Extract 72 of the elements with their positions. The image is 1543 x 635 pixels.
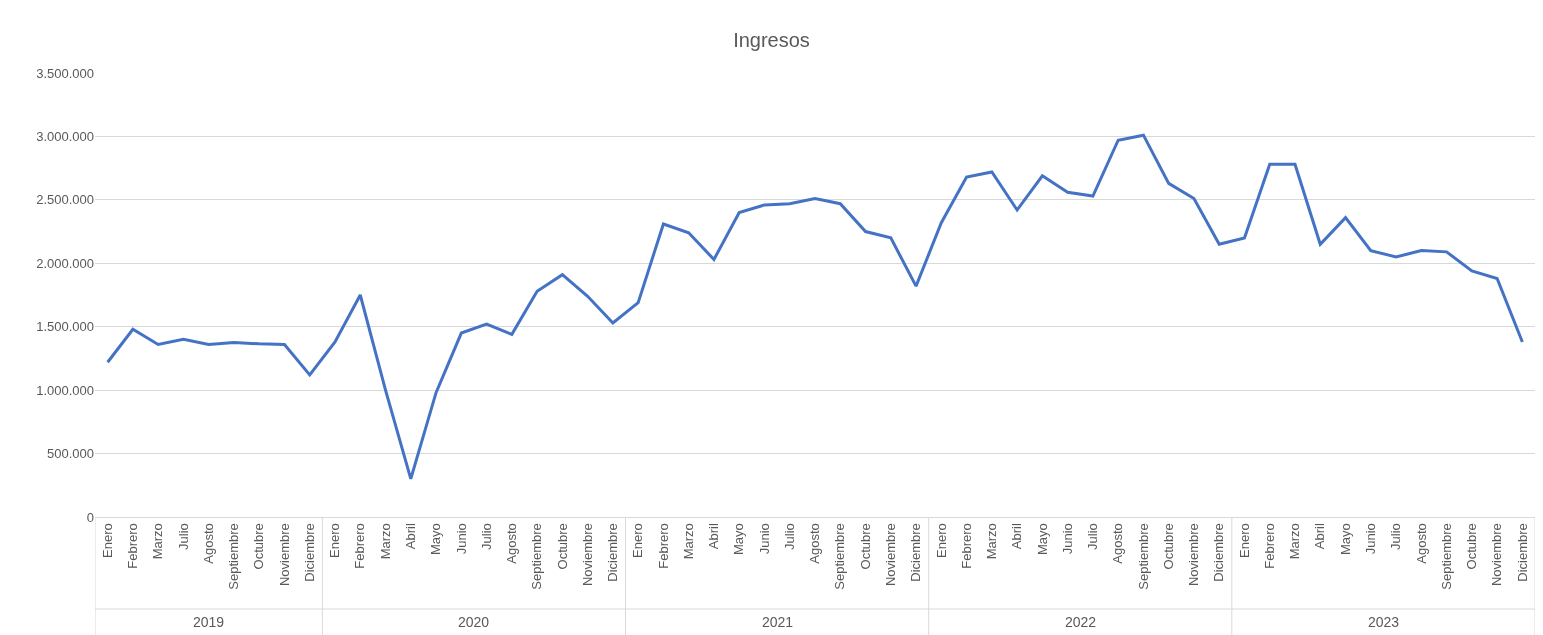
x-tick-label: Noviembre (1489, 523, 1505, 587)
x-tick-label: Febrero (958, 523, 974, 569)
x-tick-label: Julio (175, 523, 191, 550)
x-tick-label: Marzo (150, 523, 166, 560)
x-tick-label: Junio (1059, 523, 1075, 555)
y-tick-label: 2.500.000 (36, 192, 94, 208)
x-tick-label: Abril (403, 523, 419, 550)
x-tick-label: Julio (478, 523, 494, 550)
x-tick-label: Abril (1312, 523, 1328, 550)
line-series (106, 133, 1524, 481)
y-tick-label: 500.000 (47, 446, 94, 462)
x-tick-label: Abril (706, 523, 722, 550)
x-tick-label: Enero (1236, 523, 1252, 558)
x-tick-label: Septiembre (832, 523, 848, 590)
x-tick-label: Mayo (1034, 523, 1050, 555)
x-tick-label: Agosto (200, 523, 216, 564)
x-tick-label: Septiembre (1438, 523, 1454, 590)
x-tick-label: Octubre (1464, 523, 1480, 570)
x-tick-label: Julio (1085, 523, 1101, 550)
text: 2020 (458, 614, 490, 630)
x-tick-label: Diciembre (301, 523, 317, 582)
x-tick-label: Noviembre (1186, 523, 1202, 587)
x-tick-label: Agosto (807, 523, 823, 564)
text: 2021 (762, 614, 794, 630)
x-tick-label: Octubre (554, 523, 570, 570)
x-tick-label: Junio (1363, 523, 1379, 555)
text: 2019 (193, 614, 225, 630)
y-tick-label: 1.500.000 (36, 319, 94, 335)
x-tick-label: Noviembre (276, 523, 292, 587)
x-tick-label: Octubre (857, 523, 873, 570)
x-tick-label: Septiembre (226, 523, 242, 590)
x-tick-label: Diciembre (908, 523, 924, 582)
x-tick-label: Diciembre (605, 523, 621, 582)
x-tick-label: Marzo (377, 523, 393, 560)
x-tick-label: Septiembre (529, 523, 545, 590)
y-tick-label: 1.000.000 (36, 382, 94, 398)
x-tick-label: Agosto (504, 523, 520, 564)
x-tick-label: Noviembre (883, 523, 899, 587)
y-tick-label: 3.000.000 (36, 128, 94, 144)
x-tick-label: Diciembre (1514, 523, 1530, 582)
x-tick-label: Agosto (1413, 523, 1429, 564)
x-tick-label: Marzo (1287, 523, 1303, 560)
y-tick-label: 0 (86, 509, 94, 525)
x-tick-label: Febrero (1261, 523, 1277, 569)
x-tick-label: Enero (99, 523, 115, 558)
x-tick-label: Octubre (1160, 523, 1176, 570)
x-tick-label: Enero (327, 523, 343, 558)
x-tick-label: Diciembre (1211, 523, 1227, 582)
x-tick-label: Julio (781, 523, 797, 550)
x-tick-label: Enero (933, 523, 949, 558)
x-tick-label: Mayo (1337, 523, 1353, 555)
x-tick-label: Junio (756, 523, 772, 555)
x-tick-label: Febrero (655, 523, 671, 569)
chart-title: Ingresos (733, 29, 810, 51)
x-tick-label: Julio (1388, 523, 1404, 550)
x-tick-label: Marzo (680, 523, 696, 560)
x-tick-label: Enero (630, 523, 646, 558)
text: 2022 (1065, 614, 1097, 630)
text: 2023 (1368, 614, 1400, 630)
y-tick-label: 3.500.000 (36, 65, 94, 81)
y-tick-label: 2.000.000 (36, 255, 94, 271)
x-tick-label: Mayo (731, 523, 747, 555)
x-tick-label: Febrero (352, 523, 368, 569)
x-tick-label: Octubre (251, 523, 267, 570)
x-tick-label: Noviembre (579, 523, 595, 587)
x-tick-label: Mayo (428, 523, 444, 555)
x-tick-label: Agosto (1110, 523, 1126, 564)
x-tick-label: Septiembre (1135, 523, 1151, 590)
x-tick-label: Marzo (984, 523, 1000, 560)
x-tick-label: Febrero (125, 523, 141, 569)
x-tick-label: Junio (453, 523, 469, 555)
x-tick-label: Abril (1009, 523, 1025, 550)
